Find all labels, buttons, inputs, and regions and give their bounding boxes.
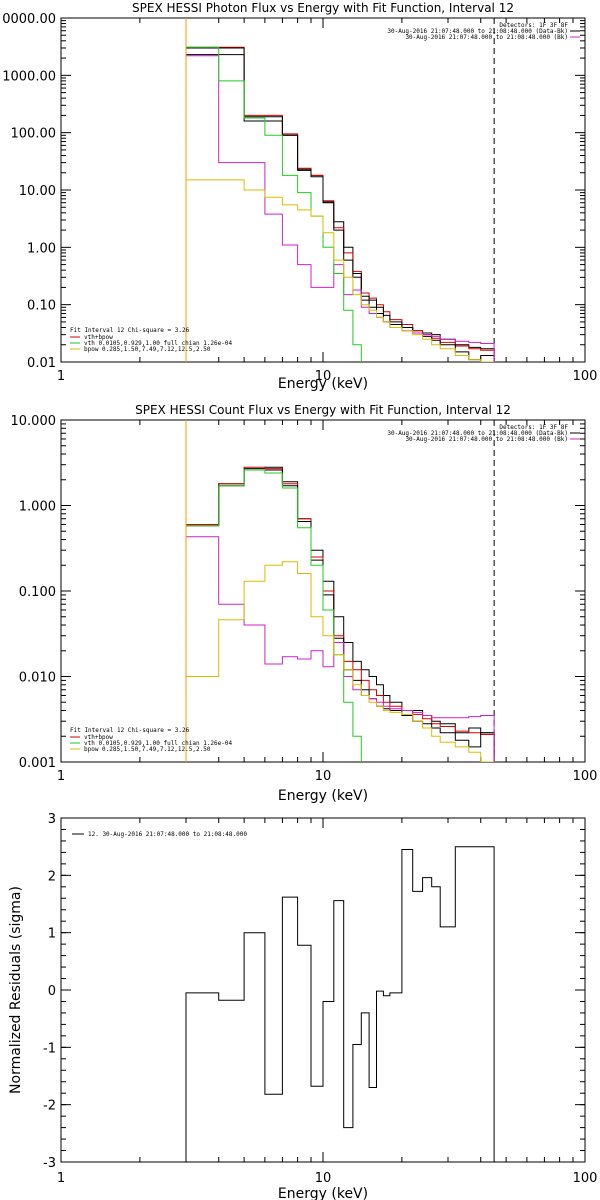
series-bpow <box>185 55 495 362</box>
legend-bottom-left-text: vth+bpow <box>84 734 113 741</box>
series-bk <box>185 54 495 362</box>
x-tick-label: 1 <box>57 1171 65 1186</box>
legend-bottom-left-text: vth+bpow <box>84 334 113 341</box>
legend-top-right-text: Detectors: 1F 3F 8F <box>499 22 568 29</box>
legend-top-right-text: Detectors: 1F 3F 8F <box>499 424 568 431</box>
legend-bottom-left-text: vth 0.0105,0.929,1.00 full chian 1.26e-0… <box>84 340 232 347</box>
series-data <box>185 47 495 362</box>
legend-top-right-text: 30-Aug-2016 21:07:48.000 to 21:08:48.000… <box>405 34 568 41</box>
y-tick-label: 2 <box>48 869 56 884</box>
x-tick-label: 100 <box>573 1171 598 1186</box>
x-tick-label: 1 <box>57 769 65 784</box>
legend-top-right-text: 30-Aug-2016 21:07:48.000 to 21:08:48.000… <box>405 436 568 443</box>
plot-area <box>185 18 495 362</box>
series-vth <box>185 469 362 762</box>
chart-title: SPEX HESSI Photon Flux vs Energy with Fi… <box>132 1 514 15</box>
legend-bottom-left-text: vth 0.0105,0.929,1.00 full chian 1.26e-0… <box>84 740 232 747</box>
x-axis-label: Energy (keV) <box>278 1186 368 1200</box>
y-tick-label: 0.010 <box>19 671 56 686</box>
x-tick-label: 10 <box>315 1171 332 1186</box>
y-tick-label: 1.000 <box>19 500 56 515</box>
plot-frame <box>60 817 586 1163</box>
x-tick-label: 100 <box>573 769 598 784</box>
x-tick-label: 1 <box>57 369 65 384</box>
y-tick-label: 1000.00 <box>2 69 56 84</box>
x-tick-label: 10 <box>315 769 332 784</box>
legend-bottom-left-text: bpow 0.285,1.50,7.49,7.12,12.5,2.50 <box>84 746 211 753</box>
y-tick-label: 10.000 <box>11 414 57 429</box>
x-axis-label: Energy (keV) <box>278 788 368 804</box>
y-axis-label: Normalized Residuals (sigma) <box>8 886 24 1094</box>
x-tick-label: 100 <box>573 369 598 384</box>
chart-title: SPEX HESSI Count Flux vs Energy with Fit… <box>135 403 511 417</box>
plot-area <box>185 846 495 1162</box>
series-data <box>185 846 495 1162</box>
series-total <box>185 46 495 362</box>
x-axis-label: Energy (keV) <box>278 376 368 392</box>
legend-top-right-text: 30-Aug-2016 21:07:48.000 to 21:08:48.000… <box>387 430 568 437</box>
y-tick-label: 0 <box>48 984 56 999</box>
series-total <box>185 466 495 762</box>
chart-2: SPEX HESSI Count Flux vs Energy with Fit… <box>11 403 598 804</box>
series-vth <box>185 46 362 362</box>
y-tick-label: 10.00 <box>19 184 56 199</box>
y-tick-label: 0000.00 <box>2 12 56 27</box>
legend-bottom-left-header: Fit Interval 12 Chi-square = 3.26 <box>70 327 190 334</box>
y-tick-label: 1.00 <box>27 241 56 256</box>
y-tick-label: 100.00 <box>11 127 57 142</box>
y-tick-label: 0.01 <box>27 356 56 371</box>
series-bk <box>185 466 495 762</box>
chart-3: 1 10 100 -3 -2 -1 0 1 2 3 Energy (keV) Normalized R… <box>8 812 597 1200</box>
series-bpow_line <box>185 561 495 762</box>
y-tick-label: -3 <box>43 1156 56 1171</box>
y-tick-label: 1 <box>48 927 56 942</box>
y-tick-label: 3 <box>48 812 56 827</box>
y-tick-label: -2 <box>43 1099 56 1114</box>
legend-top-right-text: 30-Aug-2016 21:07:48.000 to 21:08:48.000… <box>387 28 568 35</box>
series-bpow_line <box>185 179 495 362</box>
legend-text: 12. 30-Aug-2016 21:07:48.000 to 21:08:48… <box>88 831 247 838</box>
y-tick-label: 0.10 <box>27 299 56 314</box>
series-bpow <box>185 536 495 762</box>
x-tick-label: 10 <box>315 369 332 384</box>
legend-bottom-left-text: bpow 0.285,1.50,7.49,7.12,12.5,2.50 <box>84 346 211 353</box>
legend-bottom-left-header: Fit Interval 12 Chi-square = 3.26 <box>70 727 190 734</box>
y-tick-label: 0.001 <box>19 756 56 771</box>
y-tick-label: 0.100 <box>19 585 56 600</box>
chart-1: SPEX HESSI Photon Flux vs Energy with Fi… <box>2 1 597 392</box>
plot-area <box>185 420 495 762</box>
y-tick-label: -1 <box>43 1041 56 1056</box>
series-data <box>185 469 495 762</box>
